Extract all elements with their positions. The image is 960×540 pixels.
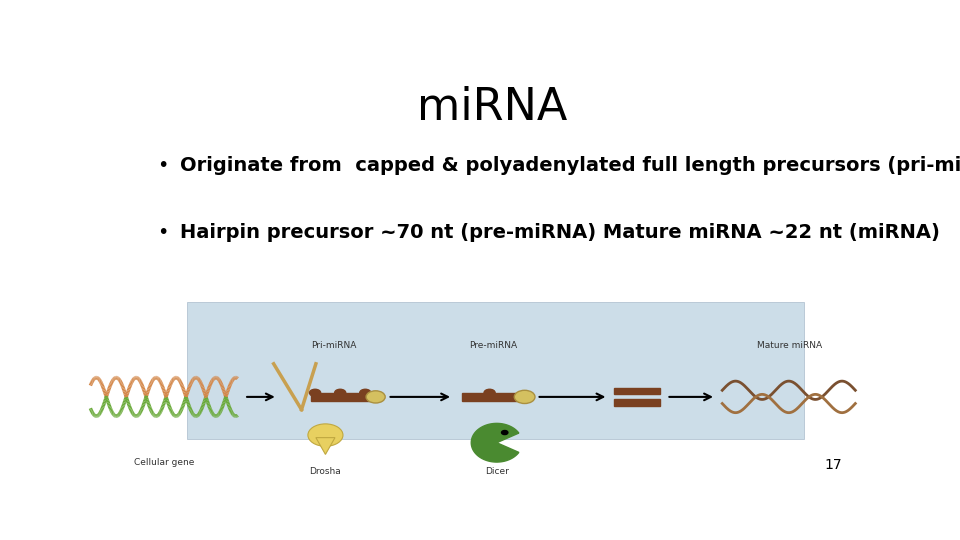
Circle shape — [309, 389, 321, 396]
Circle shape — [484, 389, 495, 396]
Polygon shape — [316, 437, 335, 455]
Circle shape — [308, 424, 343, 446]
Circle shape — [360, 389, 371, 396]
FancyBboxPatch shape — [187, 302, 804, 439]
Text: •: • — [157, 223, 169, 242]
Circle shape — [366, 391, 385, 403]
Text: Originate from  capped & polyadenylated full length precursors (pri-miRNA): Originate from capped & polyadenylated f… — [180, 156, 960, 176]
Text: Dicer: Dicer — [485, 467, 509, 476]
Text: Pri-miRNA: Pri-miRNA — [311, 341, 356, 350]
Text: miRNA: miRNA — [417, 85, 567, 129]
Bar — [613, 400, 660, 406]
Bar — [613, 388, 660, 394]
Circle shape — [501, 430, 508, 435]
Text: Mature miRNA: Mature miRNA — [756, 341, 822, 350]
Circle shape — [335, 389, 346, 396]
Text: •: • — [157, 156, 169, 176]
Text: 17: 17 — [824, 458, 842, 472]
Bar — [311, 393, 370, 401]
Text: Cellular gene: Cellular gene — [133, 458, 194, 467]
Circle shape — [515, 390, 535, 403]
Bar — [463, 393, 516, 401]
Text: Pre-miRNA: Pre-miRNA — [468, 341, 516, 350]
Polygon shape — [471, 423, 518, 462]
Text: Drosha: Drosha — [309, 467, 342, 476]
Text: Hairpin precursor ~70 nt (pre-miRNA) Mature miRNA ~22 nt (miRNA): Hairpin precursor ~70 nt (pre-miRNA) Mat… — [180, 223, 940, 242]
